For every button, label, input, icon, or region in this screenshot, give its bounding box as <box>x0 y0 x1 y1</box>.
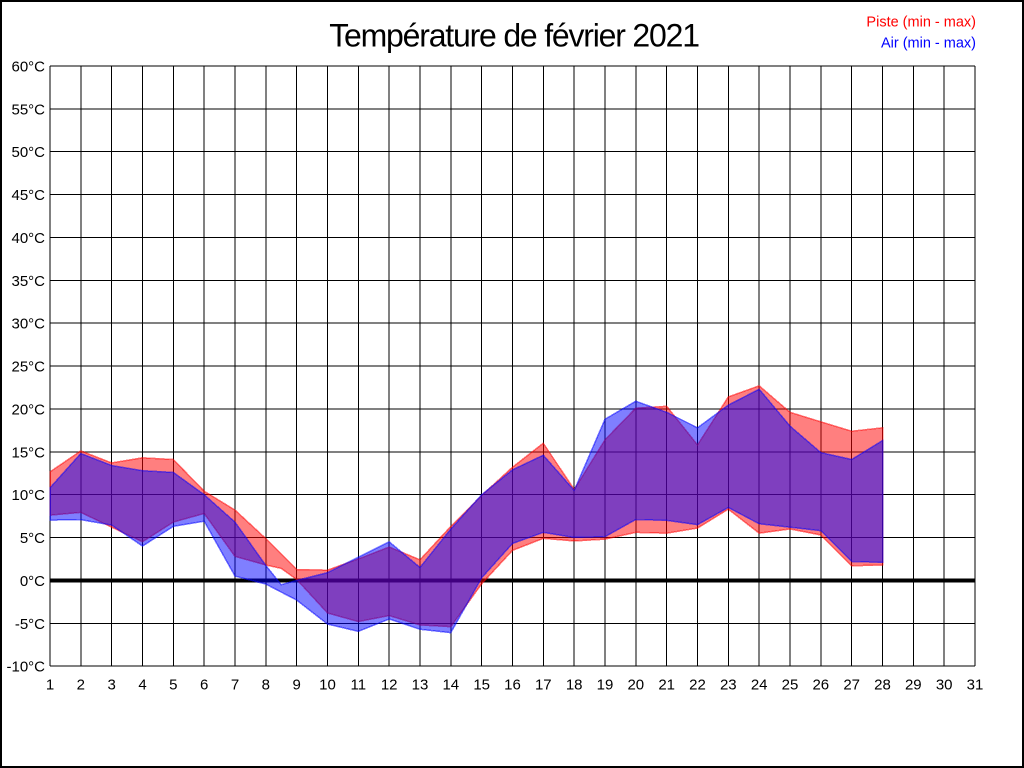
svg-text:21: 21 <box>658 676 675 693</box>
svg-text:31: 31 <box>967 676 984 693</box>
svg-text:15: 15 <box>473 676 490 693</box>
svg-text:60°C: 60°C <box>11 59 45 76</box>
svg-text:20°C: 20°C <box>11 401 45 418</box>
svg-text:25: 25 <box>782 676 799 693</box>
svg-text:26: 26 <box>812 676 829 693</box>
svg-text:15°C: 15°C <box>11 444 45 461</box>
svg-text:24: 24 <box>751 676 768 693</box>
svg-text:13: 13 <box>412 676 429 693</box>
svg-text:8: 8 <box>262 676 270 693</box>
svg-text:2: 2 <box>77 676 85 693</box>
svg-text:18: 18 <box>566 676 583 693</box>
svg-text:3: 3 <box>108 676 116 693</box>
svg-text:50°C: 50°C <box>11 144 45 161</box>
svg-text:35°C: 35°C <box>11 273 45 290</box>
svg-text:19: 19 <box>597 676 614 693</box>
svg-text:7: 7 <box>231 676 239 693</box>
svg-text:40°C: 40°C <box>11 230 45 247</box>
svg-text:25°C: 25°C <box>11 359 45 376</box>
svg-text:23: 23 <box>720 676 737 693</box>
svg-text:45°C: 45°C <box>11 187 45 204</box>
svg-text:10°C: 10°C <box>11 487 45 504</box>
svg-text:11: 11 <box>351 676 367 693</box>
svg-text:14: 14 <box>442 676 459 693</box>
svg-text:20: 20 <box>627 676 644 693</box>
svg-text:12: 12 <box>381 676 398 693</box>
svg-text:-10°C: -10°C <box>6 659 45 676</box>
svg-text:27: 27 <box>843 676 860 693</box>
svg-text:30°C: 30°C <box>11 316 45 333</box>
svg-text:17: 17 <box>535 676 552 693</box>
svg-text:22: 22 <box>689 676 706 693</box>
svg-text:0°C: 0°C <box>20 573 45 590</box>
svg-text:30: 30 <box>936 676 953 693</box>
svg-text:Air (min - max): Air (min - max) <box>881 36 976 52</box>
svg-text:28: 28 <box>874 676 891 693</box>
svg-text:Piste (min - max): Piste (min - max) <box>866 15 976 31</box>
svg-text:4: 4 <box>138 676 146 693</box>
svg-text:5: 5 <box>169 676 177 693</box>
svg-text:10: 10 <box>319 676 336 693</box>
svg-text:-5°C: -5°C <box>15 616 45 633</box>
svg-text:1: 1 <box>46 676 54 693</box>
svg-text:16: 16 <box>504 676 521 693</box>
svg-text:9: 9 <box>293 676 301 693</box>
svg-text:6: 6 <box>200 676 208 693</box>
svg-text:Température de février 2021: Température de février 2021 <box>329 18 699 54</box>
svg-text:55°C: 55°C <box>11 101 45 118</box>
svg-text:5°C: 5°C <box>20 530 45 547</box>
svg-text:29: 29 <box>905 676 922 693</box>
